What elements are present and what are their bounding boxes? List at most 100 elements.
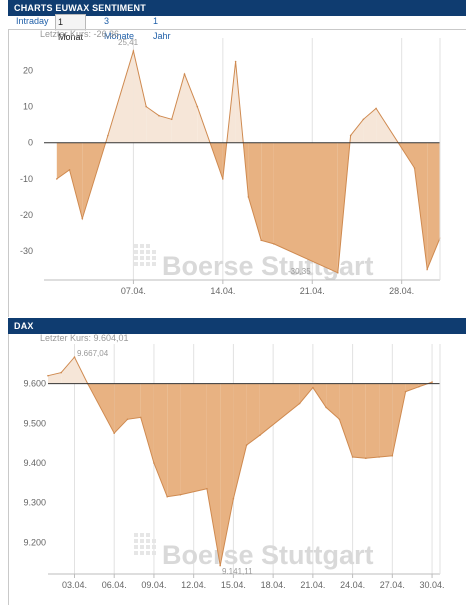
watermark-logo-square xyxy=(152,539,156,543)
data-point xyxy=(219,564,221,567)
y-tick-label: 9.600 xyxy=(23,379,46,389)
data-point xyxy=(222,178,224,180)
area-segment-below xyxy=(114,383,128,434)
data-point xyxy=(245,444,248,446)
area-segment-below xyxy=(167,383,181,497)
watermark-logo-square xyxy=(146,539,150,543)
watermark-logo-square xyxy=(146,551,150,555)
area-segment-below xyxy=(261,142,274,244)
data-point xyxy=(413,167,416,169)
x-tick-label: 06.04. xyxy=(102,580,127,590)
sentiment-header: CHARTS EUWAX SENTIMENT xyxy=(8,0,466,16)
watermark-logo-square xyxy=(134,244,138,248)
data-point xyxy=(426,268,429,270)
data-point xyxy=(351,456,354,458)
section2-border xyxy=(8,334,9,605)
min-value-label: 9.141,11 xyxy=(222,567,253,576)
data-point xyxy=(259,434,261,436)
tab-divider xyxy=(8,29,466,30)
data-point xyxy=(349,134,352,137)
x-tick-label: 30.04. xyxy=(420,580,445,590)
data-point xyxy=(378,456,380,458)
data-point xyxy=(325,406,327,409)
area-segment-below xyxy=(127,383,141,420)
data-point xyxy=(166,495,168,498)
data-point xyxy=(418,386,420,388)
data-point xyxy=(404,390,407,393)
tab-1-monat[interactable]: 1 Monat xyxy=(55,14,87,42)
max-value-label: 25,41 xyxy=(118,38,139,47)
area-segment-below xyxy=(140,383,154,463)
area-segment-above xyxy=(107,51,134,143)
data-point xyxy=(73,356,76,358)
watermark-logo-square xyxy=(134,262,138,266)
data-point xyxy=(47,374,49,377)
area-segment-below xyxy=(352,383,366,459)
series-line xyxy=(56,49,441,274)
data-point xyxy=(81,217,84,220)
watermark-logo-square xyxy=(140,256,144,260)
x-tick-label: 21.04. xyxy=(300,286,325,296)
area-segment-below xyxy=(259,383,300,436)
data-point xyxy=(337,272,339,274)
y-tick-label: 10 xyxy=(23,102,33,112)
area-segment-below xyxy=(246,383,260,446)
x-tick-label: 07.04. xyxy=(121,286,146,296)
watermark-logo-square xyxy=(134,551,138,555)
data-point xyxy=(365,457,367,459)
last-price-label: Letzter Kurs: 9.604,01 xyxy=(40,333,129,343)
x-tick-label: 28.04. xyxy=(389,286,414,296)
area-segment-above xyxy=(171,74,185,143)
area-segment-below xyxy=(339,383,353,457)
dax-chart: Boerse Stuttgart 03.04. 06.04. 09.04. 12.04… xyxy=(23,333,445,590)
x-tick-label: 12.04. xyxy=(181,580,206,590)
data-point xyxy=(431,381,433,383)
watermark-logo-square xyxy=(152,545,156,549)
x-tick-label: 27.04. xyxy=(380,580,405,590)
area-segment-above xyxy=(61,357,75,384)
watermark-logo-square xyxy=(134,250,138,254)
data-point xyxy=(132,50,135,52)
area-segment-below xyxy=(248,142,262,241)
data-point xyxy=(107,134,109,137)
data-point xyxy=(158,114,160,117)
tab-intraday[interactable]: Intraday xyxy=(16,16,49,26)
data-point xyxy=(56,178,58,180)
x-tick-label: 03.04. xyxy=(62,580,87,590)
watermark-logo-square xyxy=(146,262,150,266)
y-tick-label: 9.300 xyxy=(23,498,46,508)
area-segment-below xyxy=(379,383,393,457)
data-point xyxy=(338,418,341,421)
min-value-label: -30,35 xyxy=(288,267,311,276)
data-point xyxy=(196,105,199,108)
data-point xyxy=(113,432,115,434)
watermark-logo-square xyxy=(134,256,138,260)
area-segment-above xyxy=(146,106,159,143)
area-segment-below xyxy=(405,383,419,392)
area-segment-below xyxy=(220,383,234,566)
watermark: Boerse Stuttgart xyxy=(162,251,374,281)
watermark-logo-square xyxy=(152,250,156,254)
data-point xyxy=(60,371,62,374)
tab-1-jahr[interactable]: 1 Jahr xyxy=(153,16,171,41)
y-tick-label: -30 xyxy=(20,246,33,256)
x-tick-label: 14.04. xyxy=(210,286,235,296)
data-point xyxy=(139,416,142,419)
data-point xyxy=(247,196,250,198)
watermark-logo-square xyxy=(146,256,150,260)
area-segment-below xyxy=(56,142,70,179)
last-price-label: Letzter Kurs: -26,36 xyxy=(40,29,119,39)
series-line xyxy=(47,356,433,566)
data-point xyxy=(260,239,263,242)
data-point xyxy=(298,402,301,405)
data-point xyxy=(179,493,182,496)
watermark-logo-square xyxy=(140,244,144,248)
area-segment-below xyxy=(326,383,340,420)
area-segment-above xyxy=(184,74,198,143)
tab-3-monate[interactable]: 3 Monate xyxy=(104,16,135,41)
data-point xyxy=(183,73,186,75)
data-point xyxy=(145,105,147,108)
x-tick-label: 24.04. xyxy=(340,580,365,590)
x-tick-label: 18.04. xyxy=(261,580,286,590)
